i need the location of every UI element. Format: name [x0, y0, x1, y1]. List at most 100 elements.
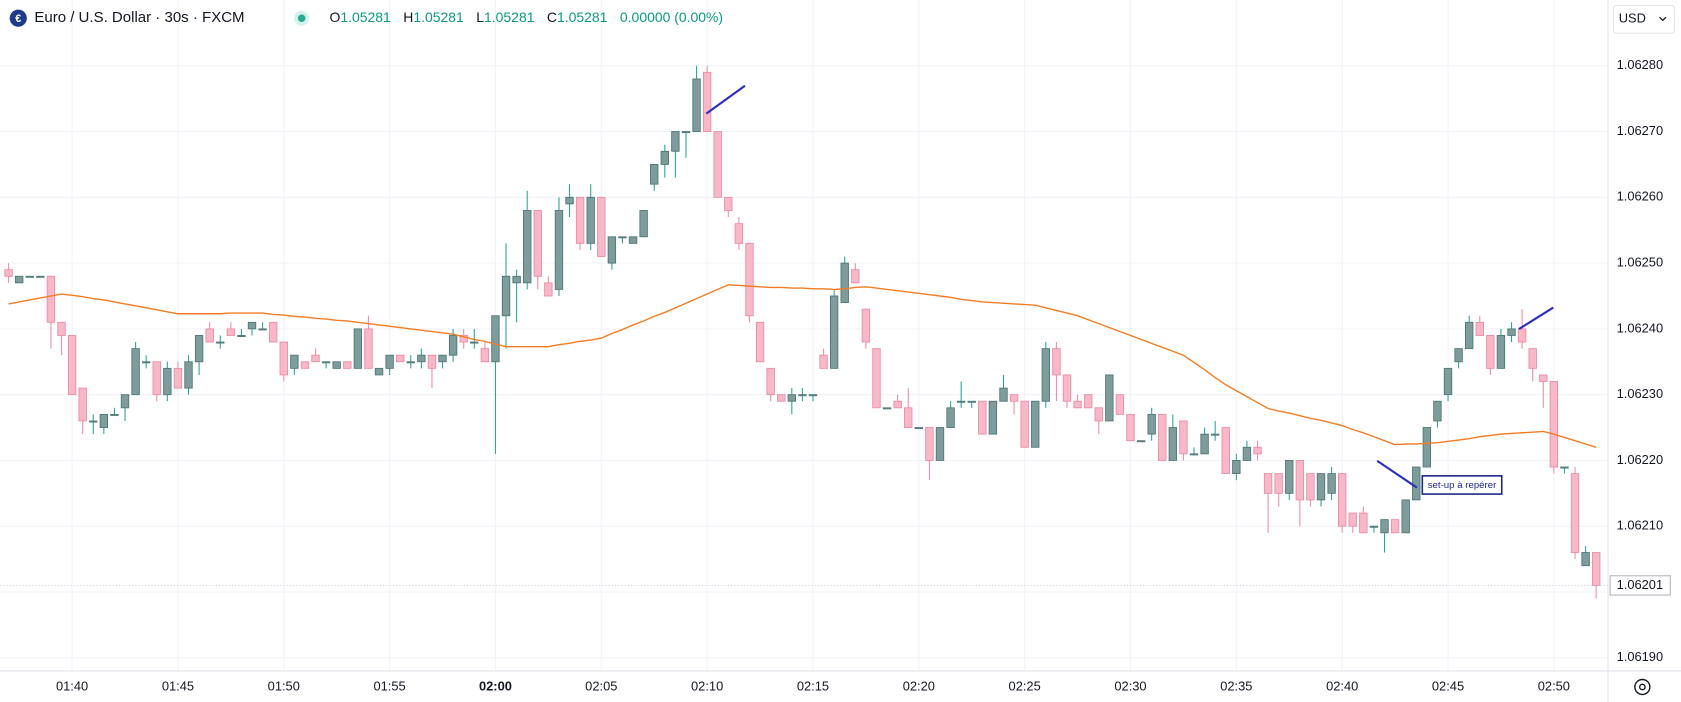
candle-body: [851, 269, 860, 284]
candle-body: [1274, 473, 1283, 494]
x-tick-label: 02:45: [1432, 678, 1464, 693]
candle-body: [480, 348, 490, 363]
ohlc-change: 0.00000 (0.00%): [620, 9, 723, 25]
candle-body: [205, 328, 214, 343]
candle-body: [131, 348, 140, 396]
candle-body: [565, 196, 574, 205]
candle-body: [1306, 473, 1315, 501]
ohlc-label: H: [403, 9, 413, 25]
y-tick-label: 1.06270: [1617, 123, 1664, 138]
candle-body: [1285, 460, 1294, 494]
candle-body: [4, 269, 13, 277]
candle-body: [290, 354, 299, 369]
candle-body: [417, 354, 426, 363]
candle-body: [523, 210, 532, 284]
candle-body: [1126, 413, 1135, 442]
candle-body: [491, 315, 500, 363]
candle-body: [459, 335, 468, 343]
chart-title[interactable]: Euro / U.S. Dollar · 30s · FXCM: [34, 9, 244, 26]
candle-body: [861, 308, 871, 343]
candle-body: [364, 328, 373, 369]
candle-body: [1517, 328, 1527, 343]
candle-body: [279, 341, 288, 376]
trend-line: [1376, 459, 1418, 489]
candle-body: [25, 275, 34, 278]
candle-body: [163, 367, 172, 396]
candle-body: [226, 328, 236, 336]
candle-body: [78, 387, 87, 422]
candle-body: [618, 236, 627, 239]
moving-average-line: [8, 284, 1597, 448]
y-tick-label: 1.06190: [1617, 649, 1664, 664]
x-tick-label: 02:35: [1220, 678, 1252, 693]
y-tick-label: 1.06230: [1617, 386, 1664, 401]
candle-body: [311, 354, 320, 363]
last-price-label: 1.06201: [1617, 577, 1664, 592]
candle-body: [1475, 321, 1484, 336]
candle-body: [89, 420, 98, 423]
candle-body: [1253, 446, 1262, 455]
candle-body: [1592, 552, 1601, 586]
candle-body: [1316, 473, 1326, 501]
candle-body: [173, 367, 183, 389]
candle-body: [1528, 348, 1537, 369]
candle-body: [1443, 367, 1453, 396]
candle-body: [798, 394, 807, 397]
candle-body: [1359, 512, 1368, 534]
candle-body: [946, 407, 955, 428]
ohlc-label: L: [476, 9, 484, 25]
x-tick-label: 02:20: [903, 678, 935, 693]
candle-body: [1009, 394, 1019, 402]
candle-body: [438, 354, 447, 363]
candle-body: [1560, 466, 1569, 469]
candle-body: [1496, 335, 1506, 369]
candle-body: [713, 131, 722, 198]
grid: [0, 0, 1609, 671]
candle-body: [46, 275, 56, 323]
ohlc-value: 1.05281: [413, 9, 464, 25]
candle-body: [343, 361, 352, 369]
candle-body: [1401, 499, 1410, 534]
candle-body: [1412, 466, 1421, 501]
candle-body: [1020, 400, 1029, 448]
plot: [4, 65, 1601, 599]
candle-body: [216, 341, 225, 344]
trend-line: [1518, 306, 1554, 330]
currency-button[interactable]: [1612, 4, 1676, 34]
candle-body: [1041, 348, 1051, 402]
currency-label[interactable]: USD: [1619, 11, 1646, 26]
candle-body: [819, 354, 828, 369]
candle-body: [1369, 525, 1379, 528]
candle-body: [385, 354, 394, 369]
candle-body: [501, 275, 511, 317]
candle-body: [766, 367, 775, 396]
candle-body: [1390, 519, 1400, 534]
candle-body: [829, 295, 839, 369]
candle-body: [427, 354, 437, 369]
candle-body: [914, 427, 924, 430]
y-tick-label: 1.06220: [1617, 452, 1664, 467]
candle-body: [1052, 348, 1061, 376]
candle-body: [1031, 400, 1040, 448]
annotation-box: [1421, 475, 1503, 495]
candle-body: [1570, 473, 1580, 553]
candle-body: [396, 354, 405, 363]
candle-body: [36, 275, 45, 278]
candle-body: [734, 223, 744, 244]
candle-body: [1242, 446, 1252, 461]
candle-body: [755, 321, 765, 363]
candle-body: [258, 328, 267, 331]
candle-body: [141, 361, 151, 364]
candle-body: [184, 361, 193, 389]
candle-body: [321, 361, 331, 364]
candle-body: [110, 413, 119, 416]
symbol-icon: [9, 9, 27, 27]
status-dot: [297, 14, 306, 22]
settings-icon-core[interactable]: [1638, 683, 1646, 691]
candle-body: [1189, 453, 1199, 456]
currency-chevron[interactable]: [1659, 16, 1667, 22]
candle-body: [152, 361, 161, 396]
candle-body: [300, 361, 310, 369]
settings-icon[interactable]: [1634, 678, 1651, 696]
